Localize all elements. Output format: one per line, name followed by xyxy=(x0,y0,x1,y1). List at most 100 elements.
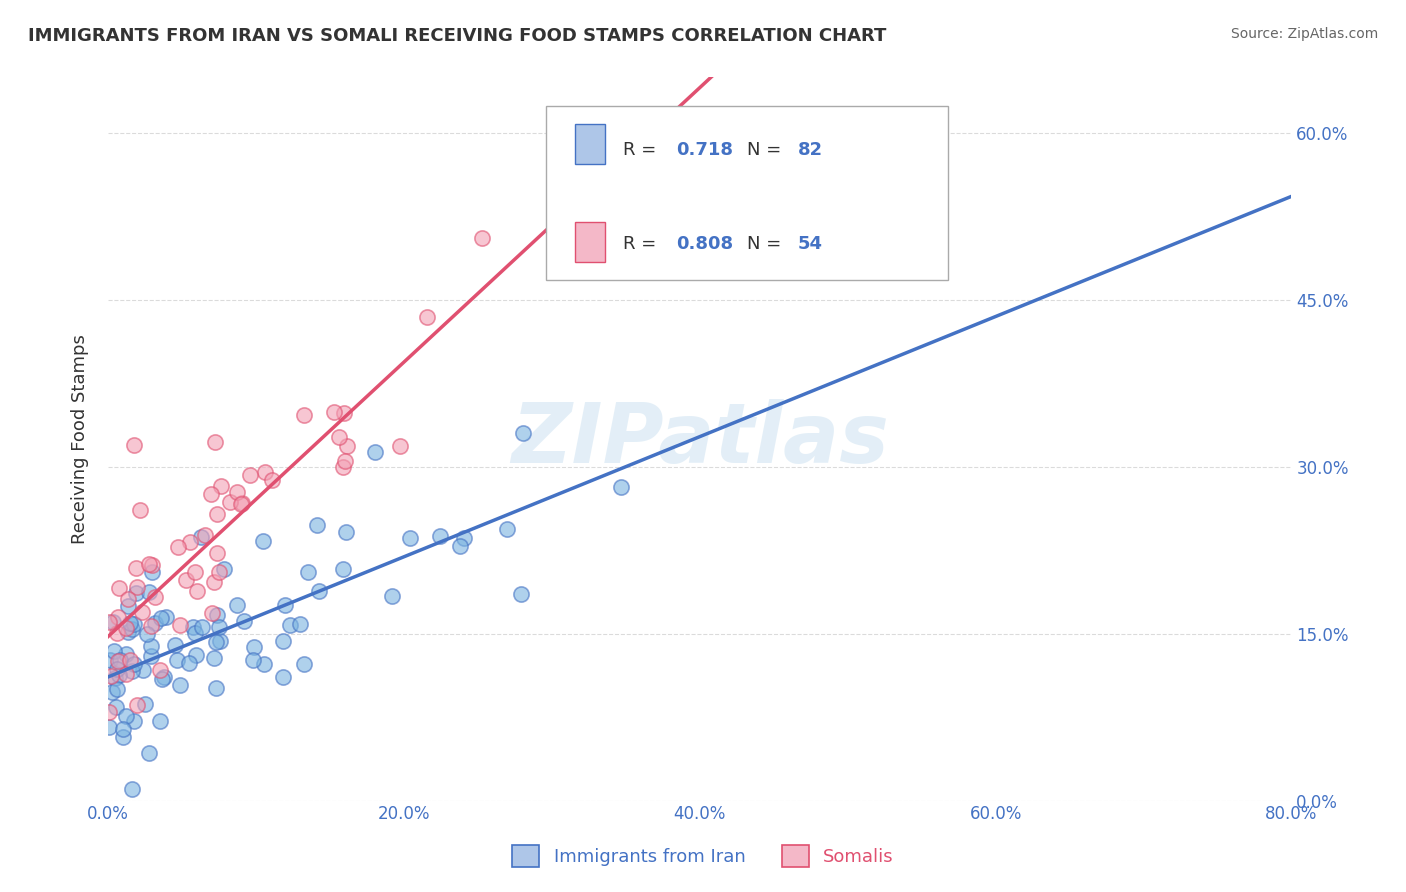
Point xyxy=(132,664,155,678)
Point xyxy=(103,615,125,630)
Point xyxy=(190,620,212,634)
Point xyxy=(124,438,146,452)
Point xyxy=(134,698,156,712)
Point xyxy=(205,546,228,560)
Point xyxy=(149,714,172,728)
Point xyxy=(336,438,359,452)
Point xyxy=(292,657,315,672)
Point xyxy=(104,671,127,685)
Text: IMMIGRANTS FROM IRAN VS SOMALI RECEIVING FOOD STAMPS CORRELATION CHART: IMMIGRANTS FROM IRAN VS SOMALI RECEIVING… xyxy=(28,27,887,45)
Point xyxy=(204,434,226,449)
Point xyxy=(239,467,262,482)
Point xyxy=(219,494,242,508)
Point xyxy=(120,652,142,666)
Point xyxy=(105,625,128,640)
Point xyxy=(225,599,247,613)
Point xyxy=(97,615,120,630)
Text: ZIPatlas: ZIPatlas xyxy=(510,399,889,480)
Point xyxy=(389,439,412,453)
Point xyxy=(252,534,274,549)
Point xyxy=(184,565,207,579)
Point xyxy=(117,599,139,614)
Point xyxy=(322,405,344,419)
Point xyxy=(332,562,354,576)
Point xyxy=(131,605,153,619)
Point xyxy=(202,651,225,665)
Point xyxy=(496,523,519,537)
Point xyxy=(292,409,315,423)
Point xyxy=(260,473,283,487)
Point xyxy=(471,231,494,245)
Point xyxy=(122,714,145,729)
Point xyxy=(125,698,148,713)
FancyBboxPatch shape xyxy=(575,222,605,262)
Text: 0.808: 0.808 xyxy=(676,235,733,252)
Point xyxy=(141,565,163,579)
Point xyxy=(229,497,252,511)
Point xyxy=(115,621,138,635)
Point xyxy=(510,587,533,601)
Point xyxy=(207,508,229,522)
Point xyxy=(166,653,188,667)
Point xyxy=(363,445,385,459)
Point xyxy=(193,527,215,541)
Point xyxy=(209,479,232,493)
Point xyxy=(122,657,145,671)
Text: R =: R = xyxy=(623,141,662,159)
Point xyxy=(117,624,139,639)
Point xyxy=(139,619,162,633)
Text: Source: ZipAtlas.com: Source: ZipAtlas.com xyxy=(1230,27,1378,41)
Text: 54: 54 xyxy=(799,235,823,252)
Point xyxy=(204,634,226,648)
Point xyxy=(308,584,330,599)
Legend: Immigrants from Iran, Somalis: Immigrants from Iran, Somalis xyxy=(505,838,901,874)
Point xyxy=(453,531,475,545)
Point xyxy=(155,609,177,624)
Point xyxy=(152,670,174,684)
Point xyxy=(179,534,201,549)
Point xyxy=(121,623,143,637)
Point xyxy=(271,634,294,648)
Point xyxy=(231,496,253,510)
Text: R =: R = xyxy=(623,235,662,252)
Point xyxy=(233,614,256,628)
Point xyxy=(328,430,350,444)
Point xyxy=(449,539,471,553)
Point xyxy=(125,580,148,594)
Point xyxy=(202,574,225,589)
Point xyxy=(138,746,160,760)
Point xyxy=(149,611,172,625)
Point xyxy=(145,590,167,604)
Point xyxy=(273,599,295,613)
Point xyxy=(398,531,420,545)
Point xyxy=(125,586,148,600)
Point xyxy=(190,530,212,544)
Text: N =: N = xyxy=(747,141,787,159)
Point xyxy=(120,616,142,631)
Point xyxy=(143,616,166,631)
Point xyxy=(167,540,190,554)
Point xyxy=(205,681,228,696)
Point xyxy=(139,648,162,663)
Point xyxy=(208,565,231,579)
Point xyxy=(97,720,120,734)
Point xyxy=(512,426,534,441)
Point xyxy=(129,503,152,517)
Text: 0.718: 0.718 xyxy=(676,141,733,159)
Point xyxy=(108,667,131,681)
Point xyxy=(138,557,160,571)
Point xyxy=(125,561,148,575)
Point xyxy=(111,722,134,736)
Point xyxy=(117,592,139,607)
Point xyxy=(242,640,264,654)
Point xyxy=(124,617,146,632)
Point xyxy=(200,487,222,501)
Point xyxy=(150,672,173,686)
Point xyxy=(121,664,143,678)
Point xyxy=(97,705,120,719)
Point xyxy=(278,618,301,632)
Point xyxy=(163,639,186,653)
Point xyxy=(242,653,264,667)
Point xyxy=(105,681,128,696)
Point xyxy=(169,678,191,692)
